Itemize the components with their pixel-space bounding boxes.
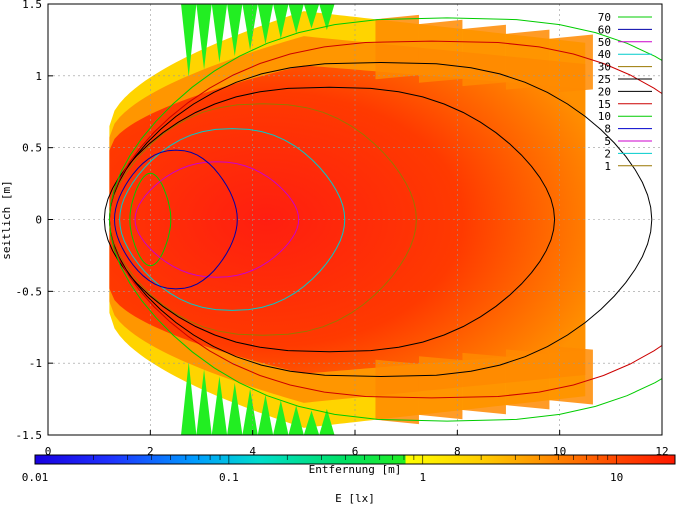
beam-core <box>109 65 586 374</box>
beam-slab-top <box>375 14 419 80</box>
x-axis-label: Entfernung [m] <box>309 463 402 476</box>
colorbar-ticks: 0.01 0.1 1 10 <box>22 455 676 484</box>
beam-slab-top <box>418 19 463 83</box>
colorbar-tick-label: 10 <box>610 471 623 484</box>
x-tick-label: 4 <box>249 445 256 458</box>
contour-40 <box>119 128 346 311</box>
x-tick-label: 2 <box>147 445 154 458</box>
beam-edge-green <box>181 362 343 435</box>
colorbar: 0.01 0.1 1 10 <box>22 454 676 484</box>
legend-label: 1 <box>604 160 611 173</box>
contour-70 <box>129 172 172 267</box>
legend-label: 50 <box>598 36 611 49</box>
colorbar-tick-label: 0.1 <box>219 471 239 484</box>
y-tick-label: -1.5 <box>16 429 43 442</box>
y-axis-ticks: 1.5 1 0.5 0 -0.5 -1 -1.5 <box>16 0 53 442</box>
beam-slab-bottom <box>375 359 419 425</box>
contour-lines <box>103 17 662 422</box>
y-tick-label: 1 <box>35 70 42 83</box>
x-tick-label: 8 <box>454 445 461 458</box>
y-tick-label: 0 <box>35 214 42 227</box>
beam-slab-bottom <box>418 356 463 420</box>
legend-label: 20 <box>598 85 611 98</box>
y-tick-label: -0.5 <box>16 285 43 298</box>
contour-60 <box>113 149 238 290</box>
y-tick-label: -1 <box>29 357 42 370</box>
legend-label: 2 <box>604 147 611 160</box>
legend-label: 25 <box>598 73 611 86</box>
x-tick-label: 6 <box>352 445 359 458</box>
legend-label: 15 <box>598 98 611 111</box>
contour-25 <box>103 86 556 353</box>
y-tick-label: 0.5 <box>22 142 42 155</box>
legend-label: 70 <box>598 11 611 24</box>
y-axis-label: seitlich [m] <box>0 180 13 259</box>
legend-label: 30 <box>598 61 611 74</box>
beam-slab-bottom <box>505 349 550 410</box>
legend-label: 5 <box>604 135 611 148</box>
legend-label: 60 <box>598 23 611 36</box>
grid-lines <box>48 4 662 435</box>
legend-label: 40 <box>598 48 611 61</box>
beam-slab-top <box>549 34 593 93</box>
beam-slab-top <box>505 29 550 90</box>
beam-edge-green <box>181 4 343 77</box>
beam-slab-bottom <box>462 352 506 415</box>
legend-label: 10 <box>598 110 611 123</box>
x-tick-label: 0 <box>45 445 52 458</box>
legend-label: 8 <box>604 123 611 136</box>
contour-50 <box>134 161 300 278</box>
colorbar-tick-label: 0.01 <box>22 471 49 484</box>
colorbar-gradient <box>35 455 675 464</box>
beam-slab-bottom <box>549 346 593 405</box>
contour-10 <box>108 17 662 422</box>
heatmap-layer <box>109 4 593 435</box>
beam-slab-top <box>462 24 506 87</box>
y-tick-label: 1.5 <box>22 0 42 11</box>
x-axis-ticks: 0 2 4 6 8 10 12 <box>45 430 669 458</box>
colorbar-label: E [lx] <box>335 492 375 505</box>
colorbar-tick-label: 1 <box>419 471 426 484</box>
